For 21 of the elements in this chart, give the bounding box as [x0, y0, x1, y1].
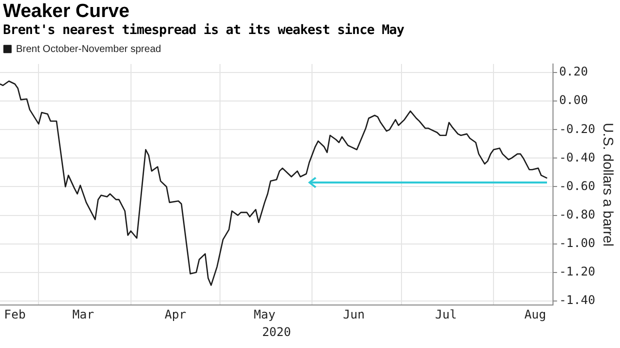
x-axis-title: 2020 — [262, 324, 291, 339]
legend-label: Brent October-November spread — [16, 44, 162, 55]
x-tick-label: Apr — [164, 308, 186, 322]
y-tick-label: -1.40 — [559, 293, 596, 308]
y-tick-label: 0.20 — [559, 64, 588, 79]
chart-subtitle: Brent's nearest timespread is at its weakest since May — [3, 23, 404, 38]
y-tick-label: -0.60 — [559, 178, 596, 193]
y-axis-title: U.S. dollars a barrel — [600, 122, 617, 246]
x-tick-label: Aug — [524, 308, 546, 322]
y-tick-label: 0.00 — [559, 93, 588, 108]
y-tick-label: -1.00 — [559, 236, 596, 250]
x-tick-label: May — [254, 308, 276, 322]
y-tick-label: -1.20 — [559, 264, 596, 278]
y-tick-label: -0.20 — [559, 122, 596, 136]
x-tick-label: Jun — [343, 308, 365, 322]
x-tick-label: Feb — [4, 308, 26, 322]
y-tick-label: -0.80 — [559, 207, 596, 222]
chart-title: Weaker Curve — [3, 1, 130, 23]
x-tick-label: Mar — [72, 308, 94, 322]
y-tick-label: -0.40 — [559, 150, 596, 164]
x-tick-label: Jul — [435, 308, 457, 322]
